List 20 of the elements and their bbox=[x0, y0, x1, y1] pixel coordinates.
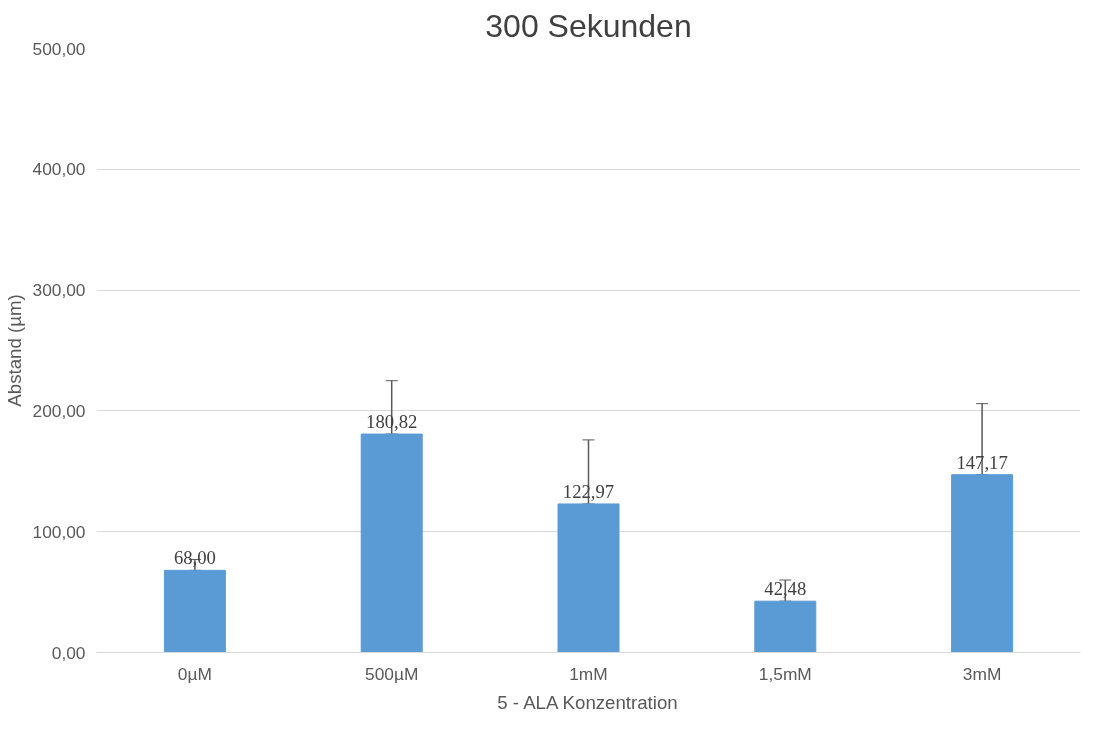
y-tick-label: 0,00 bbox=[51, 642, 86, 663]
y-tick-label: 400,00 bbox=[32, 159, 86, 180]
bar bbox=[951, 474, 1014, 653]
x-tick-label: 500µM bbox=[365, 663, 419, 684]
x-tick-label: 0µM bbox=[177, 663, 212, 684]
y-tick-label: 200,00 bbox=[32, 400, 86, 421]
y-axis-title: Abstand (µm) bbox=[3, 294, 25, 407]
x-tick-label: 1,5mM bbox=[758, 663, 812, 684]
bar bbox=[557, 503, 620, 653]
y-tick-label: 500,00 bbox=[32, 38, 86, 59]
x-tick-label: 3mM bbox=[962, 663, 1002, 684]
bar bbox=[754, 600, 817, 653]
x-axis-title: 5 - ALA Konzentration bbox=[497, 691, 678, 713]
bar bbox=[360, 433, 423, 653]
x-tick-label: 1mM bbox=[569, 663, 608, 684]
y-tick-label: 300,00 bbox=[32, 280, 86, 301]
y-tick-label: 100,00 bbox=[32, 521, 86, 542]
data-label: 68,00 bbox=[173, 547, 216, 569]
bar bbox=[163, 569, 226, 653]
chart-title: 300 Sekunden bbox=[485, 7, 692, 44]
